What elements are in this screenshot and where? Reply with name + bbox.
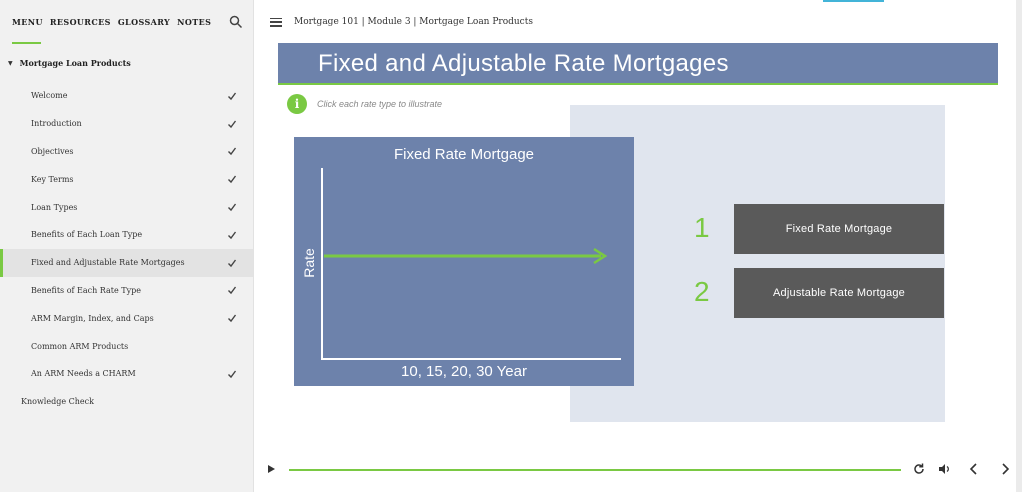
sidebar-item-label: Common ARM Products (31, 341, 129, 351)
checkmark-icon (228, 203, 237, 212)
sidebar-item[interactable]: Loan Types (0, 193, 253, 221)
tab-resources[interactable]: RESOURCES (49, 17, 111, 27)
sidebar-item-label: Key Terms (31, 174, 74, 184)
fixed-rate-arrowhead (593, 247, 608, 265)
fixed-rate-chart: Fixed Rate Mortgage Rate 10, 15, 20, 30 … (294, 137, 634, 386)
sidebar-item[interactable]: ARM Margin, Index, and Caps (0, 304, 253, 332)
sidebar-item-label: Introduction (31, 119, 82, 129)
hamburger-menu-icon[interactable] (270, 17, 282, 27)
adjustable-rate-mortgage-button[interactable]: Adjustable Rate Mortgage (734, 268, 944, 318)
checkmark-icon (228, 231, 237, 239)
sidebar-item-label: Fixed and Adjustable Rate Mortgages (31, 258, 185, 268)
tab-glossary[interactable]: GLOSSARY (117, 17, 171, 27)
checkmark-icon (228, 259, 237, 267)
sidebar-item-label: Benefits of Each Loan Type (31, 230, 143, 240)
sidebar-item[interactable]: Key Terms (0, 165, 253, 193)
instruction-hint: i Click each rate type to illustrate (287, 94, 442, 114)
top-bar: Mortgage 101 | Module 3 | Mortgage Loan … (254, 0, 1022, 44)
sidebar-item[interactable]: Common ARM Products (0, 332, 253, 360)
checkmark-icon (228, 370, 237, 378)
checkmark-icon (228, 120, 237, 128)
replay-icon[interactable] (912, 462, 926, 476)
option-number-1: 1 (694, 212, 710, 243)
fixed-rate-mortgage-button[interactable]: Fixed Rate Mortgage (734, 204, 944, 254)
sidebar-item[interactable]: Objectives (0, 138, 253, 166)
checkmark-icon (228, 287, 237, 295)
sidebar-item-label: Objectives (31, 146, 74, 156)
tab-menu[interactable]: MENU (12, 0, 43, 44)
slide-title: Fixed and Adjustable Rate Mortgages (318, 50, 729, 77)
volume-icon[interactable] (937, 462, 951, 476)
checkmark-icon (228, 92, 237, 100)
instruction-text: Click each rate type to illustrate (317, 99, 443, 109)
next-icon[interactable] (998, 462, 1012, 476)
player-controls (254, 456, 1016, 484)
sidebar-item[interactable]: Benefits of Each Rate Type (0, 277, 253, 305)
breadcrumb: Mortgage 101 | Module 3 | Mortgage Loan … (294, 17, 533, 27)
sidebar-item-label: An ARM Needs a CHARM (31, 369, 136, 379)
sidebar-item-knowledge-check[interactable]: Knowledge Check (0, 388, 253, 416)
info-icon[interactable]: i (287, 94, 307, 114)
option-number-2: 2 (694, 276, 710, 307)
play-icon[interactable] (268, 465, 275, 473)
sidebar-tabs: MENU RESOURCES GLOSSARY NOTES (0, 0, 253, 44)
top-accent-bar (823, 0, 884, 2)
checkmark-icon (228, 175, 237, 184)
sidebar-item-label: Welcome (31, 91, 68, 101)
previous-icon[interactable] (967, 462, 981, 476)
caret-down-icon: ▼ (8, 59, 13, 67)
chart-y-label: Rate (301, 248, 317, 278)
chart-x-label: 10, 15, 20, 30 Year (401, 363, 527, 380)
section-mortgage-loan-products[interactable]: ▼ Mortgage Loan Products (0, 44, 253, 82)
section-title: Mortgage Loan Products (19, 58, 131, 68)
sidebar-item[interactable]: Benefits of Each Loan Type (0, 221, 253, 249)
chart-canvas (321, 168, 621, 360)
slide-title-banner: Fixed and Adjustable Rate Mortgages (278, 43, 998, 85)
chart-title: Fixed Rate Mortgage (393, 146, 535, 163)
sidebar-item-label: Knowledge Check (21, 397, 94, 407)
sidebar-item-label: Benefits of Each Rate Type (31, 285, 141, 295)
progress-bar[interactable] (289, 469, 901, 471)
search-icon[interactable] (229, 15, 243, 29)
scrollbar-track[interactable] (1016, 0, 1022, 492)
checkmark-icon (228, 148, 237, 156)
sidebar-item[interactable]: Fixed and Adjustable Rate Mortgages (0, 248, 253, 277)
checkmark-icon (228, 314, 237, 323)
tab-notes[interactable]: NOTES (177, 17, 212, 27)
sidebar-item-label: Loan Types (31, 202, 78, 212)
sidebar-item[interactable]: Welcome (0, 82, 253, 110)
sidebar-item[interactable]: Introduction (0, 110, 253, 138)
sidebar-item-label: ARM Margin, Index, and Caps (31, 313, 154, 323)
sidebar: MENU RESOURCES GLOSSARY NOTES ▼ Mortgage… (0, 0, 254, 492)
sidebar-item[interactable]: An ARM Needs a CHARM (0, 360, 253, 388)
